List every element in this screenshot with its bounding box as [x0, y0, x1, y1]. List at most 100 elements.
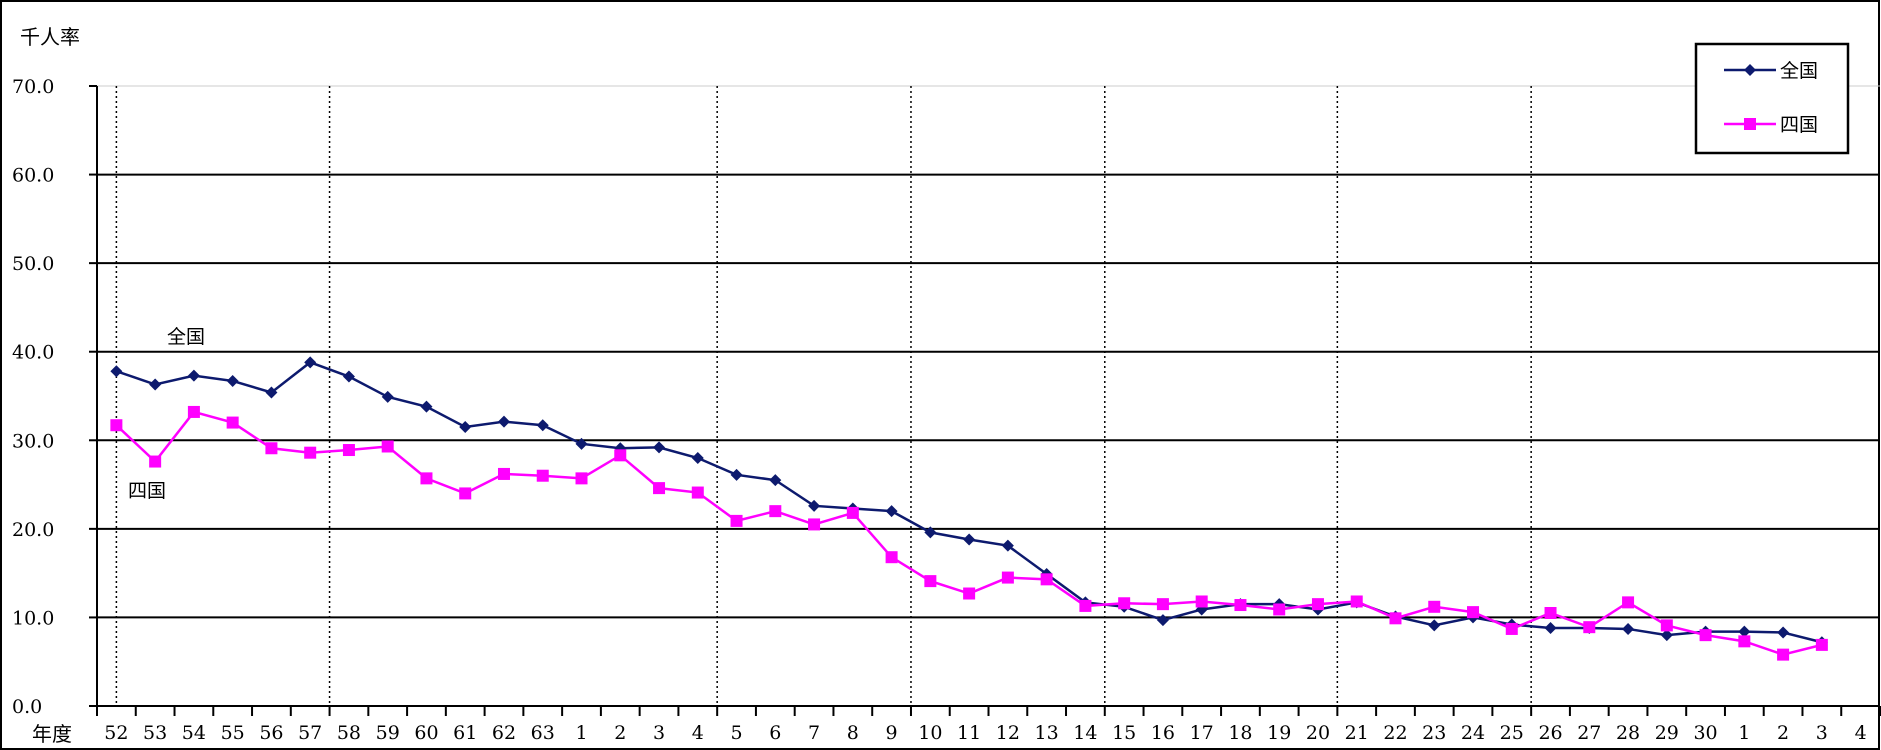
x-tick-label: 58	[337, 722, 361, 744]
x-tick-label: 8	[847, 722, 859, 744]
data-point-shikoku	[1234, 599, 1247, 612]
data-point-national	[1622, 622, 1635, 635]
y-tick-label: 50.0	[12, 253, 54, 275]
data-point-shikoku	[1544, 607, 1557, 619]
data-point-national	[885, 505, 898, 518]
y-axis-label: 千人率	[20, 25, 80, 49]
data-point-shikoku	[497, 467, 510, 480]
data-point-shikoku	[1467, 606, 1480, 619]
x-tick-label: 12	[996, 722, 1020, 744]
x-tick-label: 29	[1655, 722, 1679, 744]
data-point-shikoku	[1815, 638, 1828, 651]
data-point-shikoku	[304, 446, 317, 459]
data-point-shikoku	[730, 514, 743, 527]
data-point-shikoku	[808, 518, 821, 531]
data-point-shikoku	[885, 551, 898, 564]
x-tick-label: 4	[692, 722, 704, 744]
data-point-national	[924, 526, 937, 539]
data-point-shikoku	[342, 444, 355, 457]
legend-marker	[1744, 64, 1756, 76]
data-point-shikoku	[1699, 629, 1712, 642]
data-point-shikoku	[420, 472, 433, 485]
legend-box	[1694, 42, 1850, 155]
y-tick-label: 20.0	[12, 519, 54, 541]
data-point-shikoku	[381, 440, 394, 453]
x-tick-label: 4	[1855, 722, 1867, 744]
x-tick-label: 19	[1267, 722, 1291, 744]
data-point-shikoku	[1001, 571, 1014, 584]
x-tick-label: 24	[1461, 722, 1485, 744]
data-point-national	[497, 415, 510, 428]
x-tick-label: 17	[1190, 722, 1214, 744]
x-tick-label: 7	[808, 722, 820, 744]
data-point-shikoku	[769, 505, 782, 518]
data-point-shikoku	[963, 587, 976, 600]
data-point-national	[110, 365, 123, 378]
x-tick-label: 53	[143, 722, 167, 744]
data-point-shikoku	[265, 442, 278, 455]
x-tick-label: 23	[1422, 722, 1446, 744]
x-tick-label: 1	[1738, 722, 1750, 744]
x-tick-label: 6	[769, 722, 781, 744]
data-point-shikoku	[1273, 603, 1286, 616]
data-point-national	[808, 499, 821, 512]
x-tick-label: 55	[221, 722, 245, 744]
x-tick-label: 25	[1500, 722, 1524, 744]
data-point-shikoku	[149, 455, 162, 468]
data-point-national	[963, 533, 976, 546]
x-tick-label: 26	[1538, 722, 1562, 744]
x-tick-label: 63	[531, 722, 555, 744]
y-tick-label: 40.0	[12, 342, 54, 364]
data-point-national	[381, 390, 394, 403]
data-point-shikoku	[1040, 573, 1053, 586]
data-point-shikoku	[1389, 612, 1402, 625]
x-axis-label: 年度	[32, 722, 72, 746]
x-tick-label: 1	[575, 722, 587, 744]
data-point-national	[1777, 626, 1790, 639]
annotation-national: 全国	[167, 326, 205, 348]
x-tick-label: 16	[1151, 722, 1175, 744]
data-point-national	[769, 474, 782, 487]
x-tick-label: 28	[1616, 722, 1640, 744]
data-point-shikoku	[1428, 600, 1441, 613]
x-tick-label: 62	[492, 722, 516, 744]
x-tick-label: 30	[1693, 722, 1717, 744]
data-point-shikoku	[187, 405, 200, 418]
x-tick-label: 14	[1073, 722, 1097, 744]
data-point-shikoku	[1505, 622, 1518, 635]
x-tick-label: 54	[182, 722, 206, 744]
x-tick-label: 56	[259, 722, 283, 744]
data-point-national	[1660, 629, 1673, 642]
data-point-shikoku	[924, 575, 937, 588]
legend-label: 四国	[1780, 114, 1818, 136]
data-point-shikoku	[653, 482, 666, 495]
y-tick-label: 60.0	[12, 165, 54, 187]
data-point-national	[691, 452, 704, 464]
x-tick-label: 21	[1345, 722, 1369, 744]
data-point-national	[730, 468, 743, 481]
x-tick-label: 15	[1112, 722, 1136, 744]
data-point-national	[420, 400, 433, 413]
x-tick-label: 3	[653, 722, 665, 744]
data-point-shikoku	[110, 419, 123, 432]
data-point-national	[1001, 539, 1014, 552]
data-point-national	[187, 369, 200, 382]
x-tick-label: 10	[918, 722, 942, 744]
x-tick-label: 9	[886, 722, 898, 744]
data-point-shikoku	[1583, 621, 1596, 634]
data-point-national	[1156, 614, 1169, 627]
y-tick-label: 10.0	[12, 607, 54, 629]
x-tick-label: 2	[1777, 722, 1789, 744]
data-point-national	[342, 370, 355, 383]
data-point-national	[575, 437, 588, 450]
annotation-shikoku: 四国	[128, 480, 166, 502]
data-point-national	[1738, 625, 1751, 638]
data-point-national	[304, 356, 317, 369]
data-point-shikoku	[1156, 598, 1169, 611]
data-point-national	[1428, 619, 1441, 632]
data-point-shikoku	[459, 487, 472, 500]
data-point-shikoku	[1622, 596, 1635, 609]
